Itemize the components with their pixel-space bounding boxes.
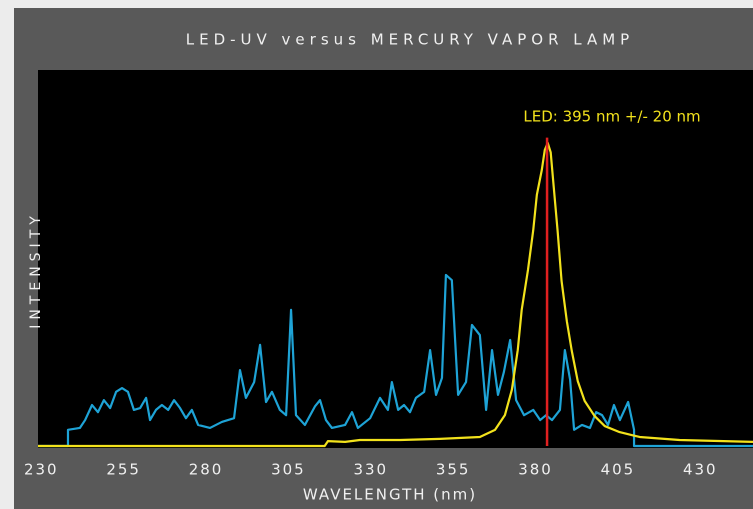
- chart-title: LED-UV versus MERCURY VAPOR LAMP: [186, 31, 634, 49]
- y-axis-label: INTENSITY: [28, 211, 44, 329]
- x-tick-label: 255: [106, 461, 141, 479]
- x-tick-label: 355: [436, 461, 471, 479]
- plot-area: [38, 70, 753, 448]
- x-tick-label: 305: [271, 461, 306, 479]
- x-tick-label: 380: [518, 461, 553, 479]
- x-tick-label: 230: [24, 461, 59, 479]
- x-tick-label: 430: [683, 461, 718, 479]
- x-axis-label: WAVELENGTH (nm): [303, 486, 477, 504]
- x-tick-label: 405: [601, 461, 636, 479]
- annotation: LED: 395 nm +/- 20 nm: [523, 108, 700, 126]
- x-tick-label: 280: [189, 461, 224, 479]
- series-line: [38, 141, 753, 448]
- x-tick-label: 330: [353, 461, 388, 479]
- series-line: [38, 273, 753, 448]
